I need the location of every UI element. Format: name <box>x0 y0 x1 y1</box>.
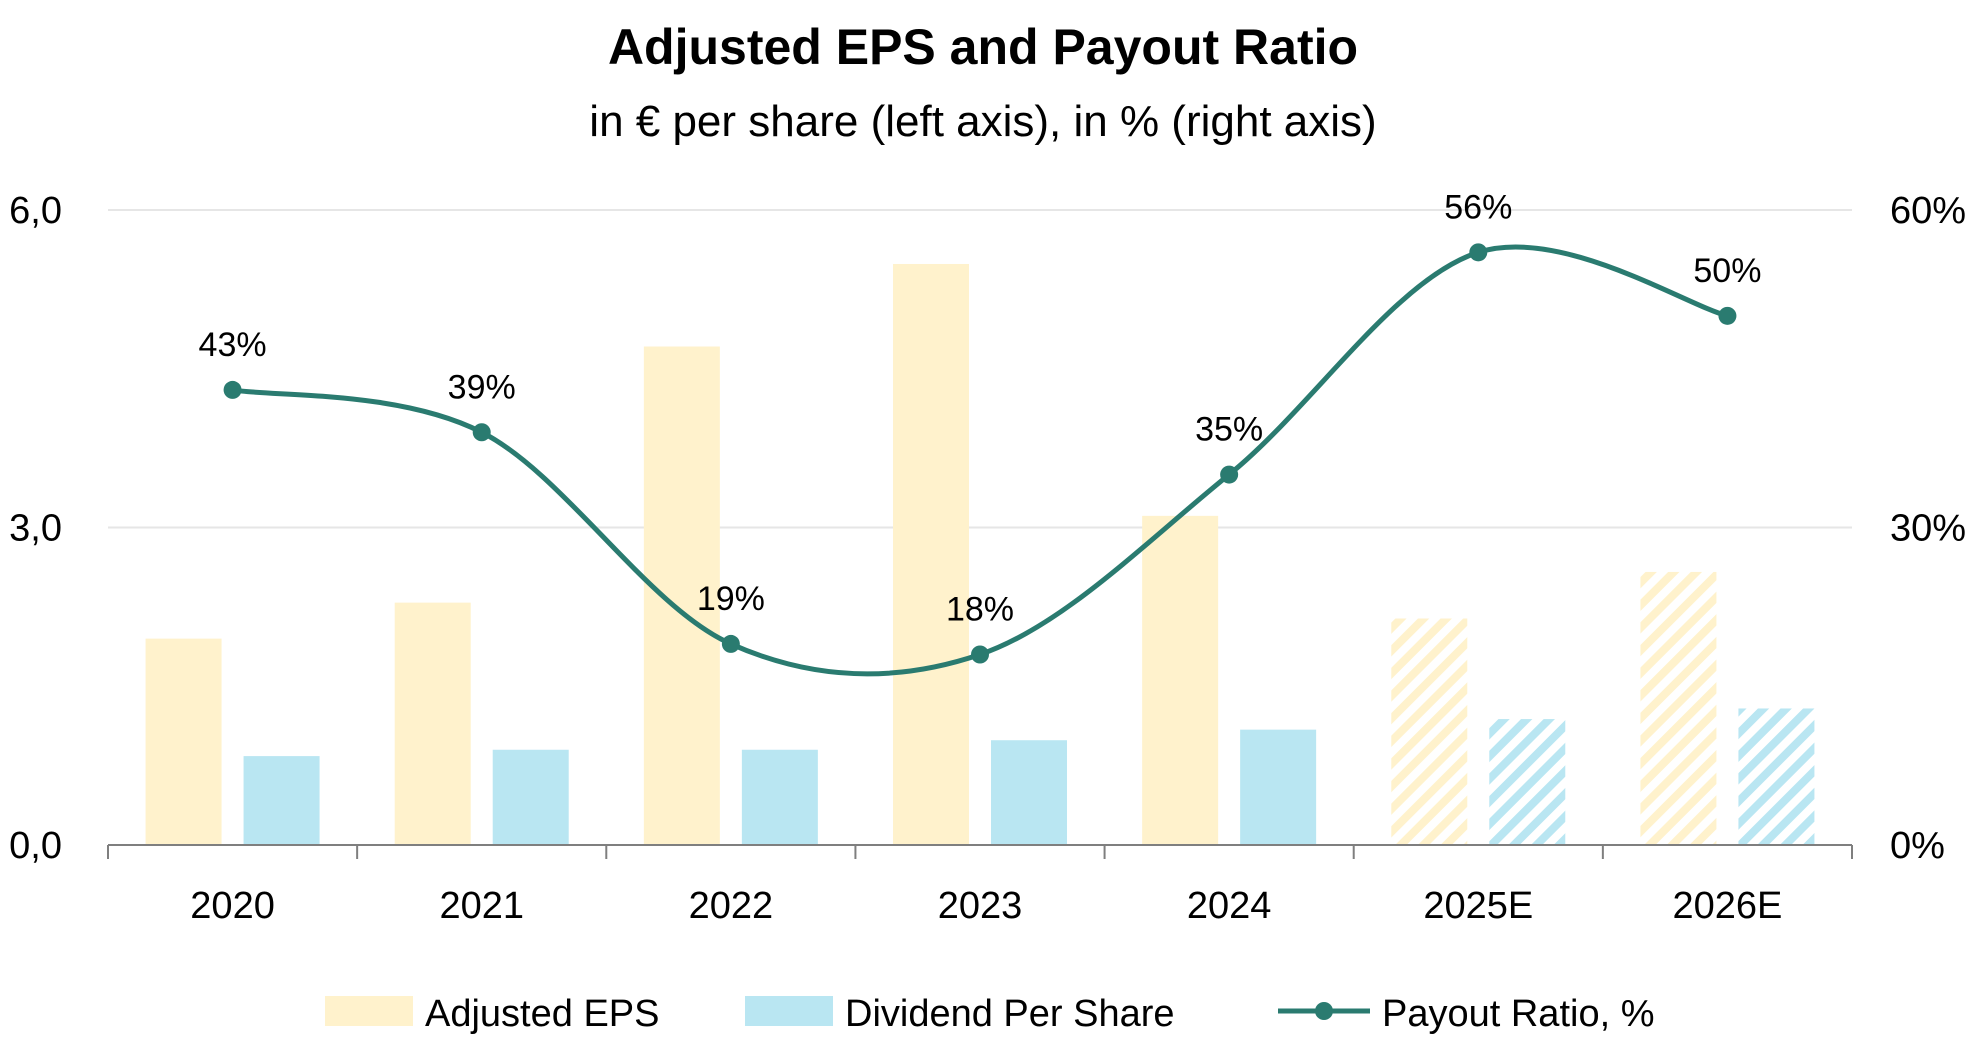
bar-dividend-per-share-2024 <box>1240 729 1317 845</box>
bar-dividend-per-share-2023 <box>991 740 1067 845</box>
bar-dividend-per-share-2021 <box>492 749 569 845</box>
axes: 0,0 3,0 6,0 0% 30% 60% 2020 2021 2022 2023 2024 202… <box>9 190 1966 927</box>
x-tick-label-2020: 2020 <box>190 885 275 927</box>
gridlines <box>108 209 1852 529</box>
payout-ratio-point-2024 <box>1220 465 1239 484</box>
line-series: 43% 39% 19% 18% 35% 56% 50% <box>199 188 1761 677</box>
payout-ratio-point-2020 <box>223 380 242 399</box>
bar-series <box>145 263 1815 846</box>
y-left-tick-label: 6,0 <box>9 190 62 232</box>
payout-ratio-point-2026e <box>1718 306 1737 325</box>
payout-ratio-label-2023: 18% <box>946 591 1014 629</box>
legend: Adjusted EPS Dividend Per Share Payout Rat… <box>325 993 1654 1035</box>
payout-ratio-label-2022: 19% <box>697 580 765 618</box>
y-right-tick-label: 0% <box>1890 825 1945 867</box>
bar-adjusted-eps-2026e <box>1640 571 1717 845</box>
chart-title: Adjusted EPS and Payout Ratio <box>608 19 1358 75</box>
legend-label-payout-ratio: Payout Ratio, % <box>1382 993 1654 1035</box>
y-right-tick-label: 30% <box>1890 508 1966 550</box>
legend-swatch-dividend-per-share <box>745 996 833 1026</box>
x-tick-label-2024: 2024 <box>1187 885 1272 927</box>
payout-ratio-label-2021: 39% <box>448 368 516 406</box>
x-tick-label-2023: 2023 <box>938 885 1023 927</box>
payout-ratio-label-2020: 43% <box>199 326 267 364</box>
x-tick-label-2025e: 2025E <box>1423 885 1533 927</box>
bar-adjusted-eps-2023 <box>893 263 969 846</box>
bar-dividend-per-share-2025e <box>1489 719 1566 845</box>
legend-label-adjusted-eps: Adjusted EPS <box>425 993 659 1035</box>
payout-ratio-label-2024: 35% <box>1195 411 1263 449</box>
payout-ratio-point-2023 <box>971 645 989 664</box>
legend-label-dividend-per-share: Dividend Per Share <box>845 993 1175 1035</box>
x-tick-label-2026e: 2026E <box>1672 885 1782 927</box>
chart-subtitle: in € per share (left axis), in % (right … <box>589 97 1376 146</box>
bar-dividend-per-share-2020 <box>243 756 320 845</box>
payout-ratio-point-2022 <box>721 634 740 653</box>
y-left-tick-label: 3,0 <box>9 508 62 550</box>
payout-ratio-label-2025e: 56% <box>1444 188 1512 226</box>
bar-adjusted-eps-2022 <box>643 346 720 845</box>
payout-ratio-point-2025e <box>1469 243 1488 262</box>
bar-dividend-per-share-2022 <box>741 749 818 845</box>
bar-adjusted-eps-2020 <box>145 638 222 845</box>
bar-adjusted-eps-2021 <box>394 602 471 845</box>
legend-marker-payout-ratio <box>1315 1002 1333 1020</box>
legend-swatch-adjusted-eps <box>325 996 413 1026</box>
x-tick-label-2021: 2021 <box>439 885 524 927</box>
bar-adjusted-eps-2024 <box>1142 515 1219 845</box>
y-left-tick-label: 0,0 <box>9 825 62 867</box>
bar-dividend-per-share-2026e <box>1738 708 1815 845</box>
payout-ratio-label-2026e: 50% <box>1693 252 1761 290</box>
bar-adjusted-eps-2025e <box>1391 618 1468 845</box>
y-right-tick-label: 60% <box>1890 190 1966 232</box>
payout-ratio-point-2021 <box>472 423 491 442</box>
x-tick-label-2022: 2022 <box>689 885 774 927</box>
